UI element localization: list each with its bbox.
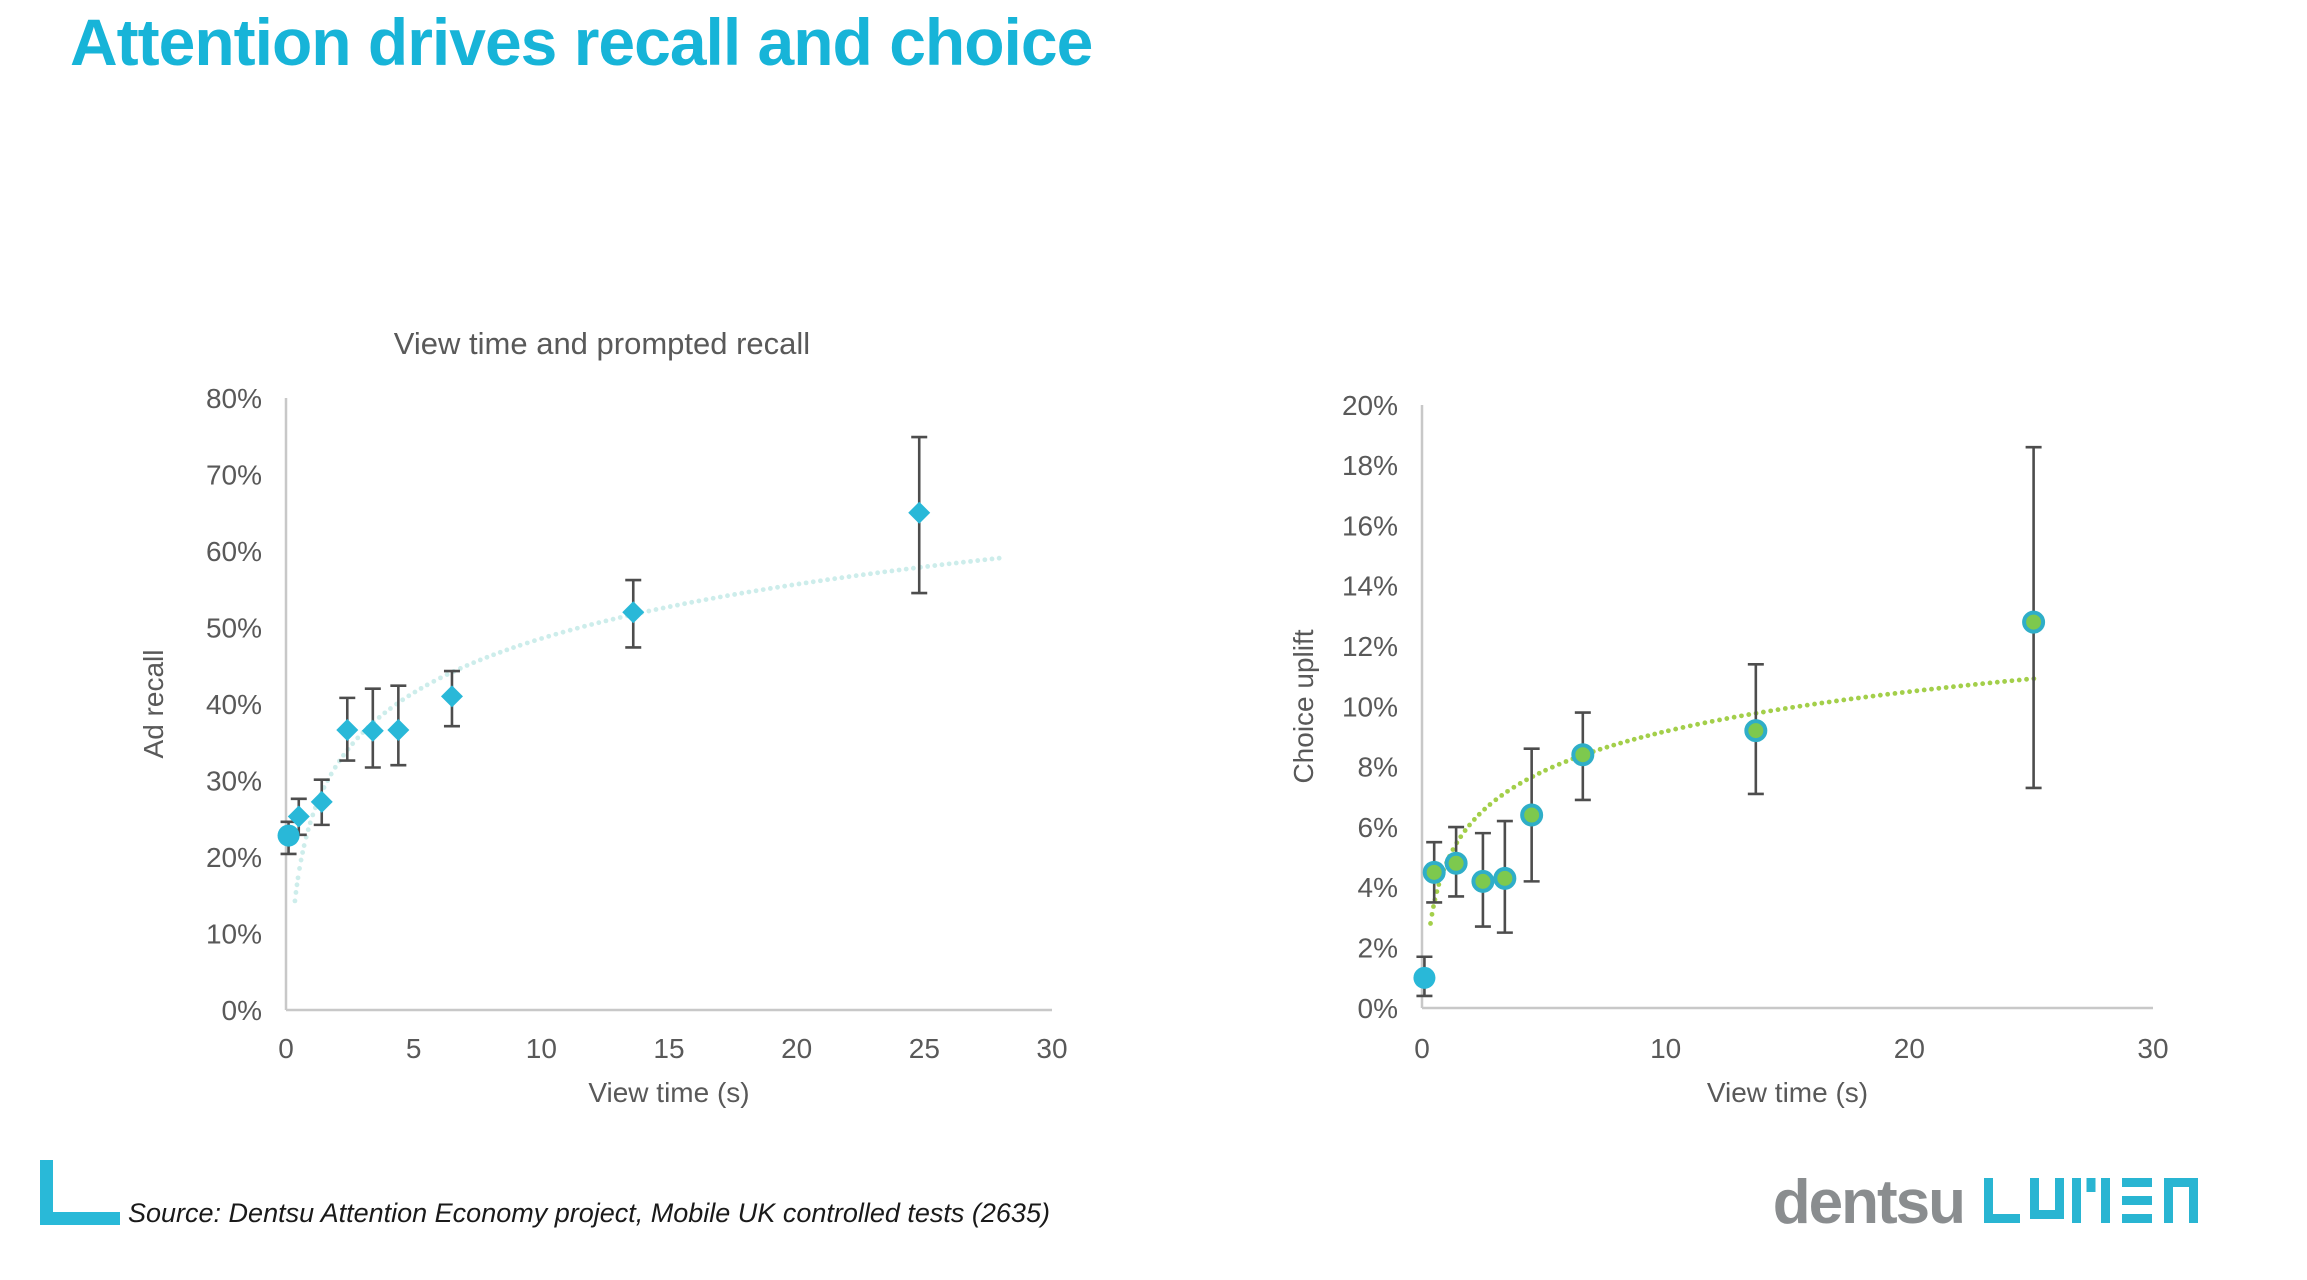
data-point (2022, 610, 2046, 634)
svg-text:50%: 50% (206, 612, 262, 643)
svg-text:14%: 14% (1342, 571, 1398, 602)
data-point (1471, 869, 1495, 893)
data-point (1413, 966, 1436, 989)
svg-text:10: 10 (1650, 1033, 1681, 1064)
data-point (1422, 860, 1446, 884)
svg-text:12%: 12% (1342, 631, 1398, 662)
data-point (277, 824, 300, 847)
svg-text:View time (s): View time (s) (588, 1077, 749, 1108)
brand-lockup: dentsu (1772, 1168, 2212, 1238)
svg-text:20%: 20% (206, 842, 262, 873)
svg-text:40%: 40% (206, 689, 262, 720)
svg-text:0: 0 (1414, 1033, 1430, 1064)
svg-text:20: 20 (1894, 1033, 1925, 1064)
choice-chart: 0% 2% 4% 6% 8% 10% 12% 14% 16% 18% 20% 0 10 20 30 View … (1288, 390, 2169, 1108)
svg-text:10%: 10% (1342, 691, 1398, 722)
svg-text:View time (s): View time (s) (1707, 1077, 1868, 1108)
data-point (1571, 743, 1595, 767)
data-point (1744, 719, 1768, 743)
lumen-logo (1984, 1178, 2198, 1223)
svg-text:30: 30 (2137, 1033, 2168, 1064)
svg-text:25: 25 (909, 1033, 940, 1064)
dentsu-logo: dentsu (1772, 1168, 1966, 1238)
svg-text:70%: 70% (206, 459, 262, 490)
svg-text:2%: 2% (1358, 933, 1398, 964)
svg-text:18%: 18% (1342, 450, 1398, 481)
data-point (1444, 851, 1468, 875)
chart-title: View time and prompted recall (394, 326, 810, 361)
data-point (287, 805, 310, 828)
svg-text:16%: 16% (1342, 510, 1398, 541)
y-axis-title: Choice uplift (1288, 629, 1319, 783)
svg-text:0: 0 (278, 1033, 294, 1064)
svg-text:4%: 4% (1358, 872, 1398, 903)
source-text: Source: Dentsu Attention Economy project… (128, 1198, 1050, 1228)
svg-text:8%: 8% (1358, 752, 1398, 783)
svg-text:5: 5 (406, 1033, 422, 1064)
y-axis-title: Ad recall (138, 650, 169, 759)
data-point (622, 601, 645, 624)
data-point (1493, 866, 1517, 890)
data-point (361, 719, 384, 742)
svg-text:0%: 0% (1358, 993, 1398, 1024)
svg-text:20%: 20% (1342, 390, 1398, 421)
svg-text:30%: 30% (206, 765, 262, 796)
svg-text:15: 15 (653, 1033, 684, 1064)
data-point (310, 790, 333, 813)
data-point (336, 719, 359, 742)
data-point (1520, 803, 1544, 827)
lumen-corner-mark-icon (40, 1160, 120, 1225)
svg-text:6%: 6% (1358, 812, 1398, 843)
svg-text:80%: 80% (206, 383, 262, 414)
page-title: Attention drives recall and choice (70, 5, 1093, 79)
recall-chart: 0% 10% 20% 30% 40% 50% 60% 70% 80% 0 5 10 15 20 25 30 Vi… (138, 326, 1068, 1108)
svg-text:20: 20 (781, 1033, 812, 1064)
data-point (908, 501, 931, 524)
svg-text:30: 30 (1036, 1033, 1067, 1064)
svg-text:0%: 0% (222, 995, 262, 1026)
svg-text:60%: 60% (206, 536, 262, 567)
svg-text:10%: 10% (206, 918, 262, 949)
data-point (440, 685, 463, 708)
data-point (387, 719, 410, 742)
svg-text:10: 10 (526, 1033, 557, 1064)
